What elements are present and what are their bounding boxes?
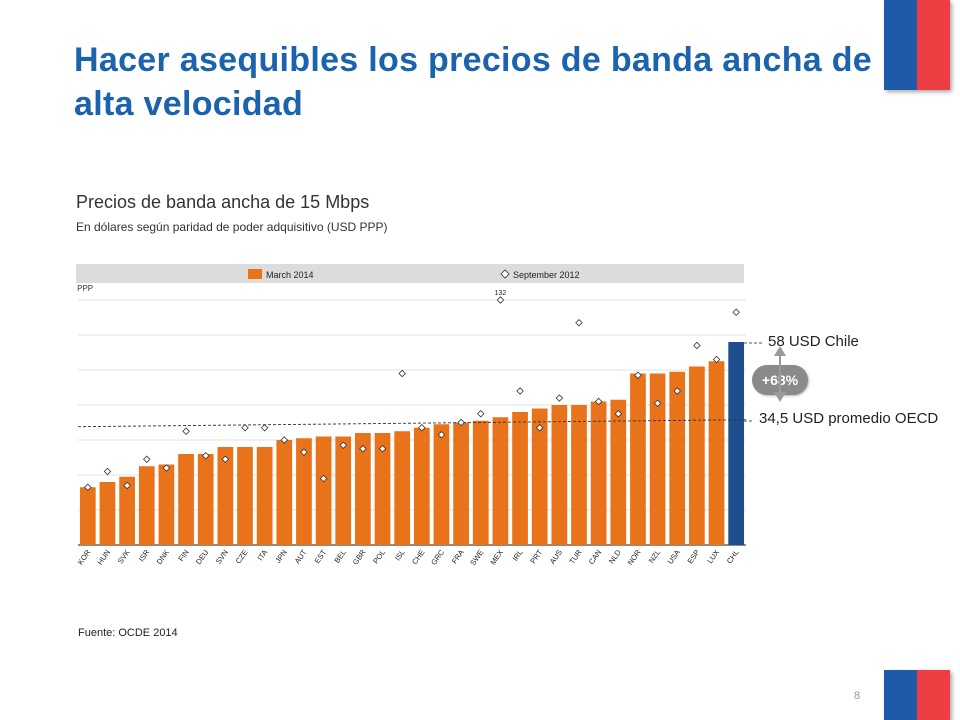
bar-svk [119,476,135,545]
source-note: Fuente: OCDE 2014 [78,627,178,639]
bar-isr [138,466,155,545]
point-sep2012-pol [378,444,387,453]
bar-gbr [355,433,371,545]
bar-nld [610,399,627,545]
bar-isl [394,431,411,545]
point-sep2012-che [418,423,426,432]
bar-mex [492,417,509,545]
chile-price-annotation: 58 USD Chile [768,333,859,350]
point-sep2012-nld [614,409,623,418]
legend-band [76,264,744,283]
point-sep2012-isl [398,369,406,378]
off-scale-label: 132 [495,290,507,297]
point-sep2012-bel [339,441,348,450]
flag-blue-stripe [884,0,917,90]
bar-aus [551,405,568,545]
y-axis-label: USD PPP [76,284,93,293]
point-sep2012-chl [732,308,740,317]
bar-dnk [158,464,175,545]
bar-kor [79,487,96,545]
bar-deu [197,454,214,545]
point-sep2012-esp [693,341,701,350]
point-sep2012-hun [103,467,112,476]
point-sep2012-irl [516,387,524,395]
legend-bar-swatch [248,269,262,279]
point-sep2012-isr [142,455,151,464]
point-sep2012-swe [476,409,485,418]
point-sep2012-tur [575,318,583,327]
bar-svn [217,447,234,545]
bar-pol [374,433,391,545]
page-number: 8 [854,690,861,702]
bar-tur [571,405,587,545]
point-sep2012-aus [555,394,564,402]
point-sep2012-deu [201,451,210,460]
point-sep2012-gbr [359,444,367,453]
difference-arrow-up [774,346,786,356]
bar-ita [256,447,273,545]
flag-decoration-bottom [884,670,950,720]
bar-nzl [649,373,666,545]
bar-swe [472,420,489,545]
bar-prt [531,408,548,545]
point-sep2012-nzl [653,399,662,408]
legend-diamond-marker [500,269,510,279]
point-sep2012-kor [84,483,92,492]
bar-grc [433,424,450,545]
bar-fra [453,422,469,545]
bar-nor [630,373,646,545]
point-sep2012-svk [123,481,131,490]
point-sep2012-svn [221,455,230,464]
oecd-average-annotation: 34,5 USD promedio OECD [759,410,939,427]
point-sep2012-ita [260,423,269,432]
point-sep2012-prt [535,423,544,432]
flag-red-stripe [917,670,950,720]
point-sep2012-grc [437,430,446,439]
bar-cze [237,447,253,545]
point-sep2012-cze [241,423,249,432]
bar-chl [728,342,745,545]
slide-title: Hacer asequibles los precios de banda an… [74,41,872,123]
bar-lux [708,361,725,545]
bar-bel [335,436,352,545]
bar-fin [178,454,194,545]
point-sep2012-mex [496,296,505,304]
bar-jpn [276,440,293,545]
bar-irl [512,412,528,545]
bar-che [413,427,430,545]
point-sep2012-usa [673,387,682,395]
point-sep2012-can [594,397,603,406]
chart-subtitle: Precios de banda ancha de 15 Mbps [76,192,370,212]
legend-label-september-2012: September 2012 [513,270,580,280]
bar-est [315,436,332,545]
legend-label-march-2014: March 2014 [266,270,314,280]
point-sep2012-jpn [280,436,289,444]
flag-red-stripe [917,0,950,90]
point-sep2012-dnk [162,464,171,472]
chart-unit-note: En dólares según paridad de poder adquis… [76,220,388,234]
flag-blue-stripe [884,670,917,720]
point-sep2012-lux [712,355,721,364]
point-sep2012-fin [182,427,190,436]
oecd-average-line [77,419,747,428]
flag-decoration-top [884,0,950,90]
bar-esp [689,366,705,545]
point-sep2012-est [319,474,328,483]
point-sep2012-nor [634,371,642,380]
difference-arrow-down [774,392,786,402]
point-sep2012-aut [300,448,308,457]
bar-can [590,401,607,545]
point-sep2012-fra [457,418,465,427]
bar-aut [296,438,312,545]
bar-hun [99,482,116,545]
bar-usa [669,371,686,545]
